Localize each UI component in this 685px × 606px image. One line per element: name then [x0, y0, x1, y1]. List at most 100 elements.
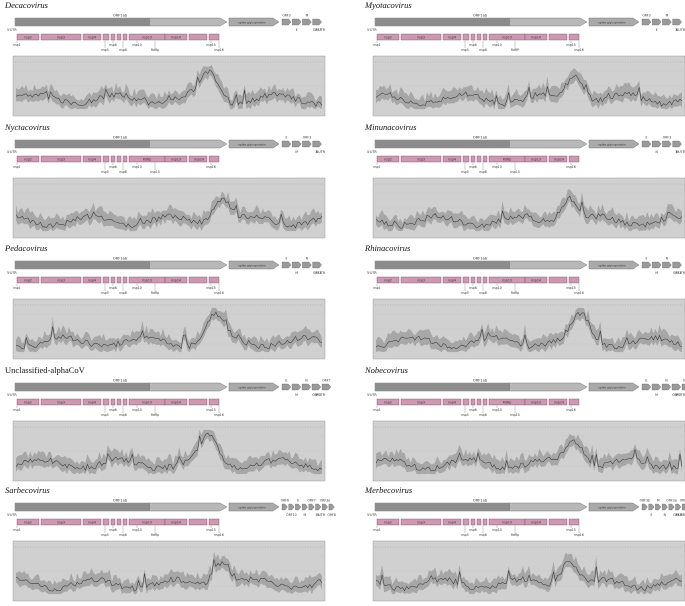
nsp-segment — [102, 155, 110, 163]
accessory-orf-label: ORF3c — [673, 513, 683, 517]
accessory-orf-label: N — [316, 150, 319, 154]
nsp-segment — [208, 398, 220, 406]
nsp-below-label: nsp10 — [132, 43, 142, 47]
nsp-segment — [568, 518, 580, 526]
accessory-orf-arrow — [662, 140, 672, 148]
accessory-orf-label: ORF3 — [313, 271, 321, 275]
accessory-orf-arrow — [328, 503, 335, 511]
nsp-segment — [82, 276, 102, 284]
nsp-below-label: nsp10 — [492, 408, 502, 412]
genome-map-svg: ORF1ab spike glycoprotein E M N ORF3 5'UTR 3'UT… — [367, 257, 685, 360]
nsp-segment — [568, 155, 580, 163]
nsp-bar-label: nsp4 — [88, 521, 96, 525]
genome-map-svg: ORF1ab spike glycoprotein E M N ORF3 NS7 5'UTR 3… — [367, 379, 685, 482]
spike-arrow — [228, 139, 280, 149]
nsp-bar-label: nsp3 — [417, 158, 425, 162]
nsp-segment — [568, 33, 580, 41]
accessory-orf-arrow — [641, 503, 648, 511]
accessory-orf-arrow — [661, 383, 671, 391]
nsp-bar-label: nsp14 — [171, 279, 181, 283]
nsp-segment — [442, 518, 462, 526]
utr3-label: 3'UTR — [315, 393, 325, 397]
nsp-segment — [16, 155, 40, 163]
accessory-orf-arrow — [648, 503, 655, 511]
nsp-segment — [400, 276, 442, 284]
nsp-segment — [40, 155, 82, 163]
nsp-below-label: nsp5 — [461, 170, 469, 174]
accessory-orf-arrow — [321, 383, 331, 391]
nsp-below-label: nsp1 — [13, 528, 21, 532]
orf1ab-label: ORF1ab — [473, 136, 488, 140]
orf1ab-label: ORF1ab — [113, 499, 128, 503]
accessory-orf-arrow — [315, 503, 322, 511]
nsp-bar-label: nsp13 — [502, 279, 512, 283]
nsp-segment — [122, 398, 128, 406]
accessory-orf-label: E — [286, 136, 288, 140]
accessory-orf-arrow — [312, 140, 322, 148]
orf1a-segment — [375, 383, 510, 391]
panel-title: Sarbecovirus — [5, 485, 50, 495]
nsp-below-label: nsp15 — [206, 43, 216, 47]
utr5-label: 5'UTR — [367, 271, 377, 275]
nsp-bar-label: nsp13 — [142, 279, 152, 283]
nsp-below-label: nsp16 — [566, 408, 576, 412]
nsp-below-label: nsp5 — [101, 291, 109, 295]
diversity-line — [15, 197, 323, 229]
orf1a-segment — [375, 503, 510, 511]
spike-arrow — [228, 17, 280, 27]
genome-panel: Sarbecovirus ORF1ab spike glycoprotein ORF6… — [5, 485, 336, 605]
nsp-segment — [188, 398, 208, 406]
utr3-label: 3'UTR — [315, 513, 325, 517]
nsp-below-label: nsp6 — [109, 528, 117, 532]
nsp-bar-label: nsp2 — [24, 158, 32, 162]
nsp-bar-label: nsp13 — [502, 521, 512, 525]
accessory-orf-arrow — [641, 261, 652, 269]
utr5-label: 5'UTR — [367, 513, 377, 517]
nsp-segment — [442, 398, 462, 406]
accessory-orf-arrow — [661, 503, 668, 511]
accessory-orf-arrow — [681, 383, 685, 391]
nsp-below-label: RdRp — [511, 533, 519, 537]
accessory-orf-arrow — [292, 261, 302, 269]
nsp-bar-label: nsp14 — [171, 521, 181, 525]
nsp-bar-label: nsp14 — [554, 158, 564, 162]
nsp-below-label: nsp15 — [206, 408, 216, 412]
nsp-below-label: nsp8 — [479, 48, 487, 52]
nsp-below-label: nsp15 — [566, 528, 576, 532]
nsp-below-label: nsp1 — [373, 165, 381, 169]
nsp-below-label: nsp1 — [13, 286, 21, 290]
accessory-orf-arrow — [671, 383, 681, 391]
nsp-below-label: nsp16 — [574, 48, 584, 52]
nsp-below-label: nsp6 — [109, 408, 117, 412]
nsp-segment — [400, 398, 442, 406]
nsp-below-label: nsp6 — [469, 165, 477, 169]
nsp-bar-label: nsp4 — [448, 401, 456, 405]
spike-arrow — [228, 382, 280, 392]
nsp-segment — [376, 398, 400, 406]
nsp-below-label: nsp1 — [13, 43, 21, 47]
orf1a-segment — [15, 140, 150, 148]
nsp-bar-label: nsp14 — [531, 36, 541, 40]
utr3-label: 3'UTR — [675, 150, 685, 154]
nsp-below-label: nsp10 — [492, 286, 502, 290]
accessory-orf-arrow — [652, 18, 662, 26]
nsp-segment — [476, 155, 482, 163]
utr5-label: 5'UTR — [7, 28, 17, 32]
panel-title: Nyctacovirus — [5, 122, 50, 132]
nsp-below-label: nsp16 — [574, 533, 584, 537]
nsp-segment — [462, 398, 470, 406]
nsp-below-label: nsp16 — [566, 165, 576, 169]
panel-title: Rhinacovirus — [365, 243, 411, 253]
utr5-label: 5'UTR — [7, 150, 17, 154]
nsp-below-label: nsp8 — [119, 291, 127, 295]
nsp-below-label: nsp10 — [132, 286, 142, 290]
nsp-segment — [376, 276, 400, 284]
nsp-below-label: nsp16 — [214, 533, 224, 537]
nsp-segment — [110, 155, 116, 163]
nsp-below-label: nsp1 — [13, 165, 21, 169]
nsp-below-label: nsp15 — [150, 170, 160, 174]
diversity-confidence-band — [376, 307, 682, 353]
nsp-segment — [122, 33, 128, 41]
accessory-orf-arrow — [312, 18, 322, 26]
spike-arrow — [588, 260, 640, 270]
